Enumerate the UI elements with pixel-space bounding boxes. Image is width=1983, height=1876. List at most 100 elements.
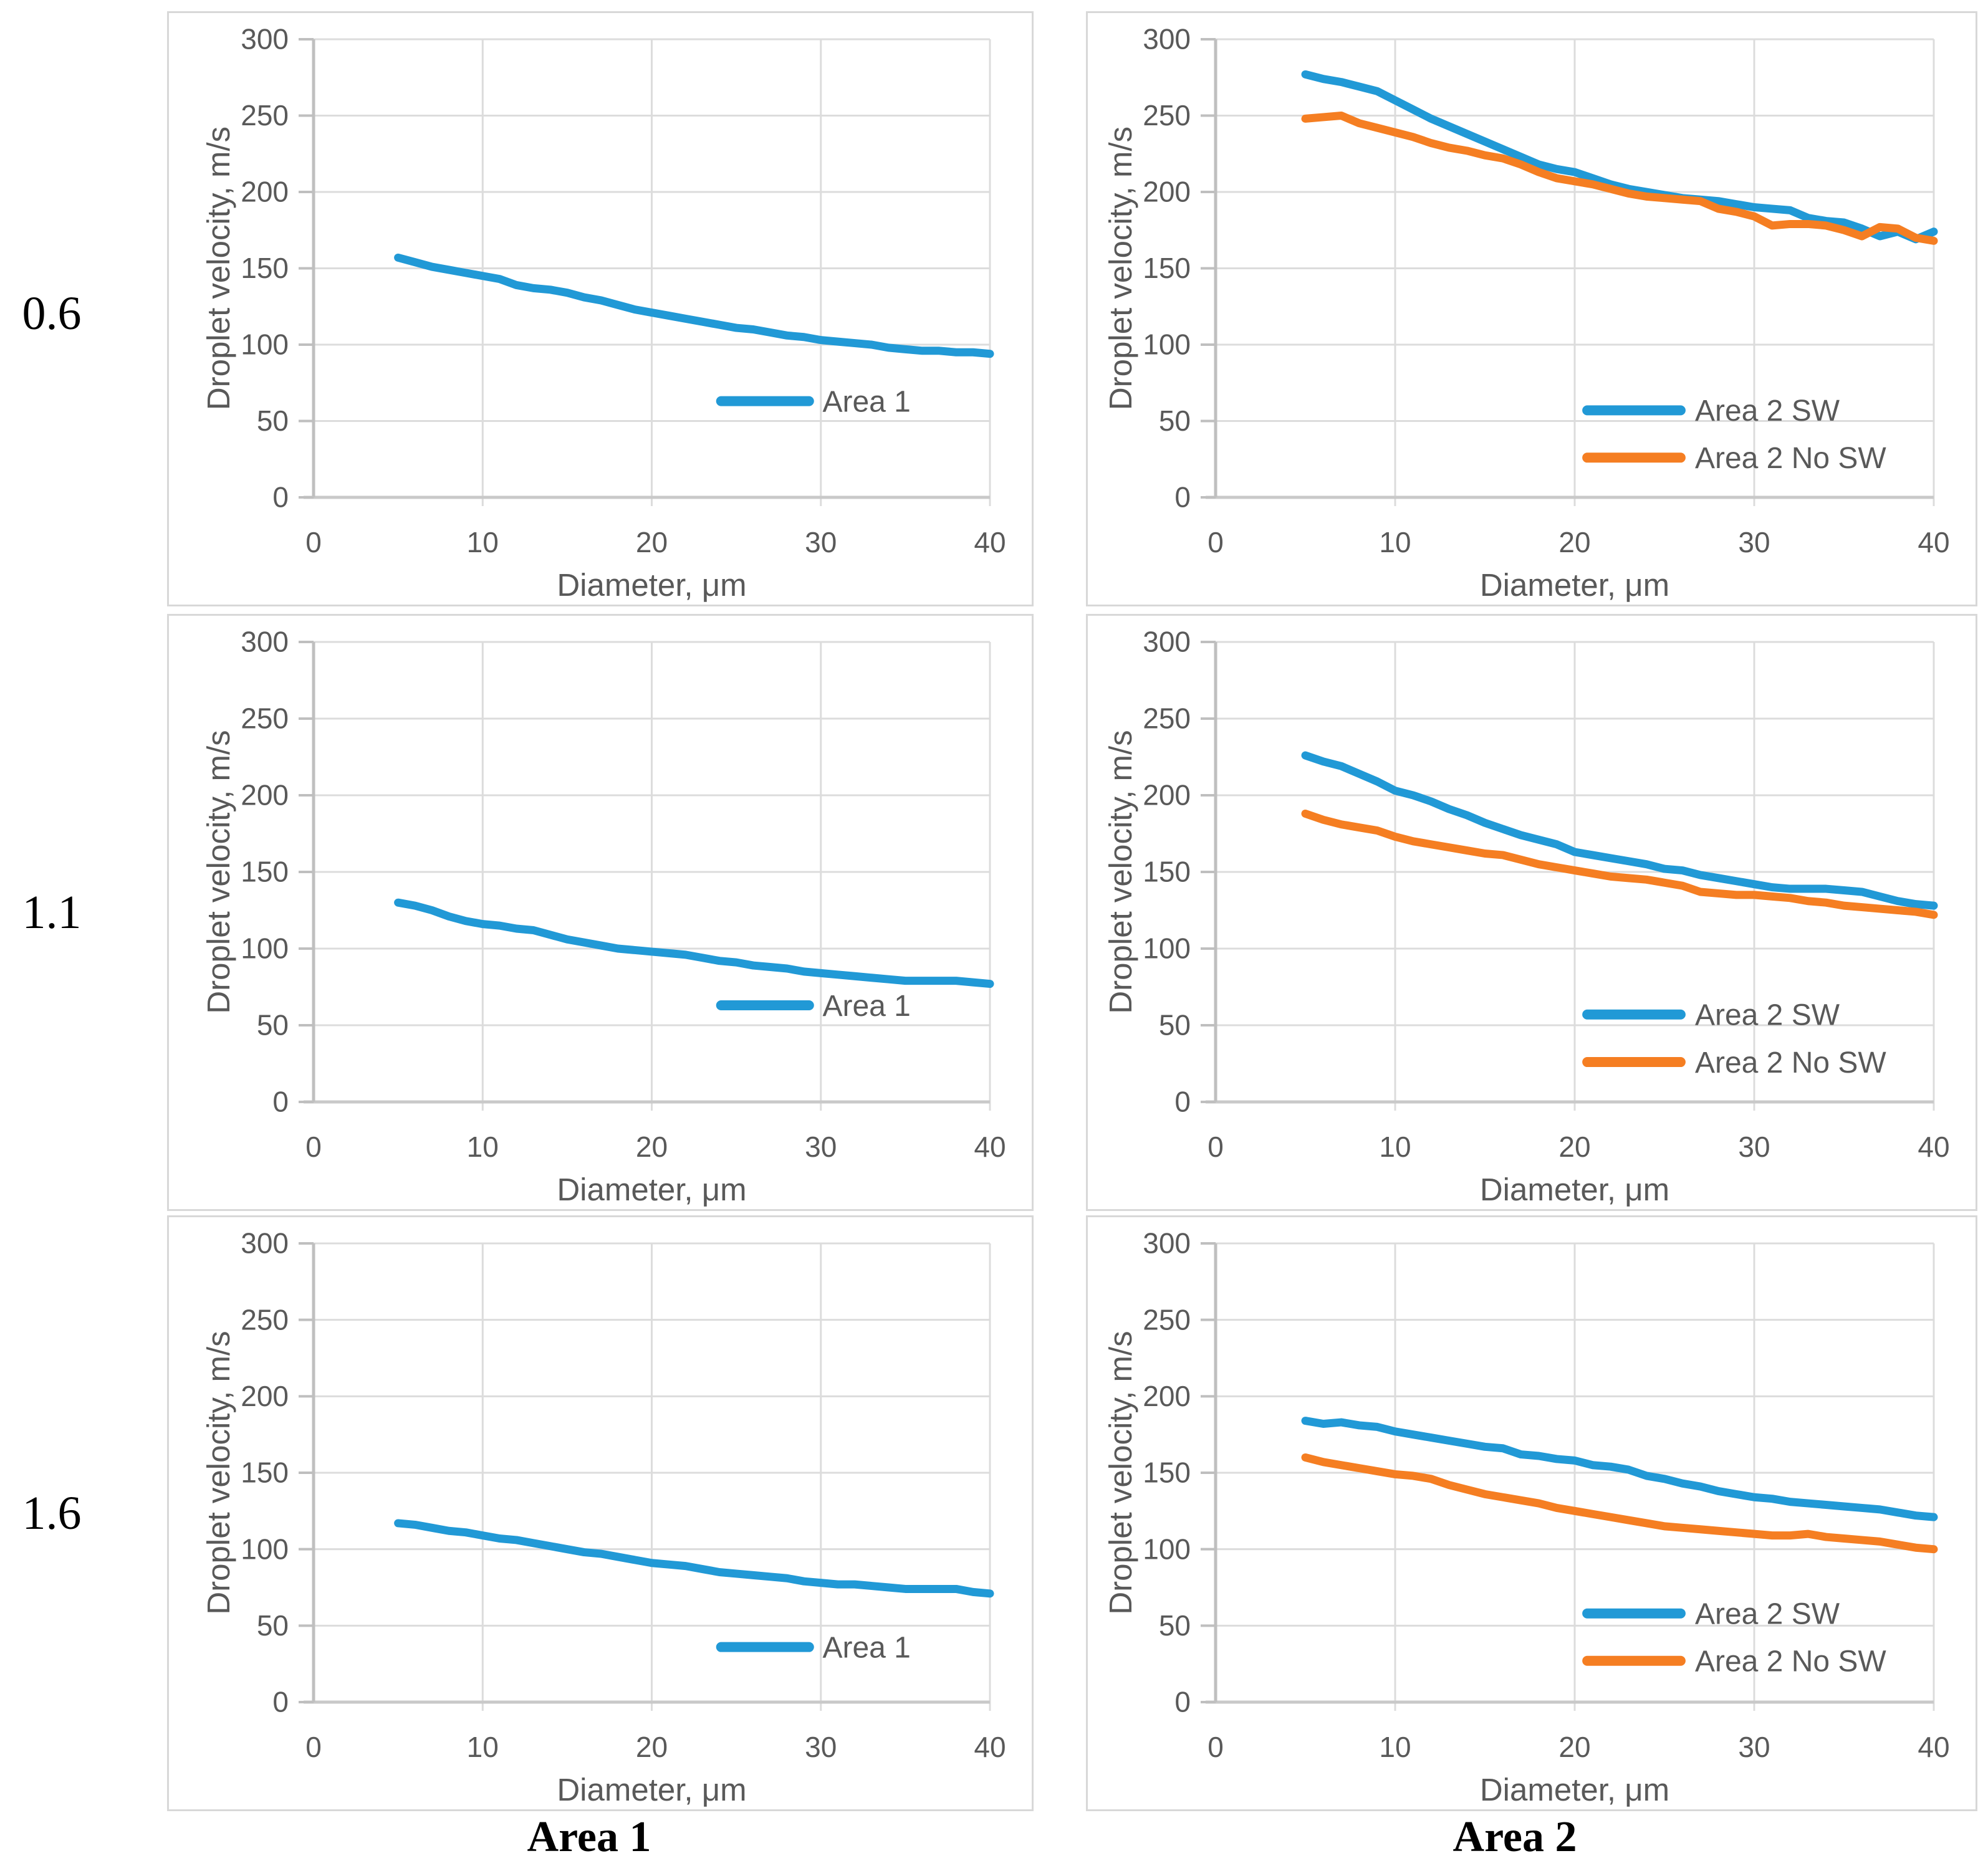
y-tick-label-50: 50 — [1159, 1609, 1191, 1642]
y-tick-label-300: 300 — [1143, 23, 1191, 55]
chart-panel-row2-area1: 0 50 100 150 200 250 300 0 10 20 30 40 Diameter, μm D… — [167, 614, 1034, 1211]
x-tick-label-20: 20 — [1558, 1131, 1590, 1163]
x-tick-label-40: 40 — [1918, 1731, 1949, 1763]
y-tick-label-300: 300 — [241, 1227, 289, 1260]
x-tick-label-30: 30 — [805, 1131, 837, 1163]
x-tick-label-10: 10 — [1379, 1131, 1411, 1163]
x-tick-label-0: 0 — [1208, 526, 1224, 558]
chart-panel-row2-area2: 0 50 100 150 200 250 300 0 10 20 30 40 Diameter, μm D… — [1086, 614, 1977, 1211]
caption-area-2: Area 2 — [1452, 1813, 1577, 1861]
row-label-1.1: 1.1 — [22, 886, 82, 939]
legend-label-area-1: Area 1 — [822, 385, 910, 418]
y-tick-label-150: 150 — [241, 856, 289, 888]
x-axis-title: Diameter, μm — [1480, 1772, 1669, 1807]
y-tick-label-200: 200 — [241, 1380, 289, 1412]
x-tick-label-0: 0 — [305, 1731, 322, 1763]
x-tick-label-10: 10 — [467, 1731, 499, 1763]
y-tick-label-100: 100 — [241, 328, 289, 361]
y-tick-label-300: 300 — [241, 23, 289, 55]
x-tick-label-40: 40 — [1918, 526, 1949, 558]
chart-panel-row1-area2: 0 50 100 150 200 250 300 0 10 20 30 40 Diameter, μm D… — [1086, 11, 1977, 606]
chart-panel-row1-area1: 0 50 100 150 200 250 300 0 10 20 30 40 Diameter, μm D… — [167, 11, 1034, 606]
x-tick-label-0: 0 — [1208, 1731, 1224, 1763]
row-label-0.6: 0.6 — [22, 287, 82, 340]
x-tick-label-40: 40 — [974, 526, 1006, 558]
chart-canvas-r1-area2: 0 50 100 150 200 250 300 0 10 20 30 40 Diameter, μm D… — [1103, 23, 1950, 603]
x-tick-label-10: 10 — [1379, 1731, 1411, 1763]
x-axis-title: Diameter, μm — [557, 1772, 746, 1807]
x-tick-label-30: 30 — [1738, 1731, 1770, 1763]
x-tick-label-20: 20 — [1558, 1731, 1590, 1763]
y-tick-label-300: 300 — [1143, 1227, 1191, 1260]
y-tick-label-0: 0 — [1174, 1686, 1191, 1718]
series-line-area-2-sw — [1301, 751, 1938, 910]
x-tick-label-0: 0 — [1208, 1131, 1224, 1163]
series-line-area-2-no-sw — [1301, 112, 1938, 245]
x-tick-label-40: 40 — [1918, 1131, 1949, 1163]
y-tick-label-200: 200 — [241, 176, 289, 208]
x-tick-label-20: 20 — [1558, 526, 1590, 558]
legend-label-area-2-sw: Area 2 SW — [1695, 1598, 1840, 1631]
legend-label-area-2-no-sw: Area 2 No SW — [1695, 1645, 1886, 1678]
x-tick-label-10: 10 — [467, 1131, 499, 1163]
x-tick-label-30: 30 — [1738, 1131, 1770, 1163]
y-tick-label-200: 200 — [241, 779, 289, 811]
x-axis-title: Diameter, μm — [557, 1172, 746, 1207]
chart-panel-row3-area2: 0 50 100 150 200 250 300 0 10 20 30 40 Diameter, μm D… — [1086, 1215, 1977, 1811]
y-tick-label-250: 250 — [241, 1303, 289, 1336]
y-tick-label-150: 150 — [1143, 1457, 1191, 1489]
legend-label-area-2-no-sw: Area 2 No SW — [1695, 442, 1886, 475]
series-line-area-2-no-sw — [1301, 810, 1938, 919]
y-tick-label-150: 150 — [241, 252, 289, 284]
y-axis-title: Droplet velocity, m/s — [201, 127, 236, 410]
y-tick-label-200: 200 — [1143, 176, 1191, 208]
legend-label-area-2-no-sw: Area 2 No SW — [1695, 1046, 1886, 1079]
x-axis-title: Diameter, μm — [1480, 1172, 1669, 1207]
x-tick-label-10: 10 — [467, 526, 499, 558]
legend-label-area-2-sw: Area 2 SW — [1695, 999, 1840, 1032]
caption-area-1: Area 1 — [527, 1813, 651, 1861]
x-tick-label-30: 30 — [1738, 526, 1770, 558]
chart-canvas-r2-area2: 0 50 100 150 200 250 300 0 10 20 30 40 Diameter, μm D… — [1103, 626, 1950, 1207]
y-tick-label-250: 250 — [241, 99, 289, 132]
y-tick-label-50: 50 — [1159, 404, 1191, 437]
y-tick-label-200: 200 — [1143, 1380, 1191, 1412]
chart-canvas-r2-area1: 0 50 100 150 200 250 300 0 10 20 30 40 Diameter, μm D… — [201, 626, 1006, 1207]
row-label-1.6: 1.6 — [22, 1487, 82, 1539]
y-tick-label-100: 100 — [1143, 1533, 1191, 1565]
y-tick-label-0: 0 — [1174, 481, 1191, 514]
y-tick-label-300: 300 — [241, 626, 289, 658]
y-tick-label-50: 50 — [1159, 1009, 1191, 1041]
x-tick-label-40: 40 — [974, 1131, 1006, 1163]
y-tick-label-150: 150 — [1143, 856, 1191, 888]
y-tick-label-0: 0 — [272, 1086, 289, 1118]
chart-canvas-r3-area1: 0 50 100 150 200 250 300 0 10 20 30 40 Diameter, μm D… — [201, 1227, 1006, 1807]
series-line-area-1 — [394, 253, 994, 358]
y-axis-title: Droplet velocity, m/s — [1103, 1331, 1138, 1614]
y-tick-label-50: 50 — [257, 404, 289, 437]
chart-canvas-r3-area2: 0 50 100 150 200 250 300 0 10 20 30 40 Diameter, μm D… — [1103, 1227, 1950, 1807]
x-axis-title: Diameter, μm — [557, 567, 746, 603]
series-line-area-1 — [394, 1519, 994, 1598]
y-tick-label-300: 300 — [1143, 626, 1191, 658]
series-line-area-2-sw — [1301, 70, 1938, 244]
x-tick-label-0: 0 — [305, 526, 322, 558]
y-axis-title: Droplet velocity, m/s — [1103, 127, 1138, 410]
y-tick-label-50: 50 — [257, 1609, 289, 1642]
x-tick-label-10: 10 — [1379, 526, 1411, 558]
series-line-area-1 — [394, 898, 994, 988]
y-tick-label-100: 100 — [1143, 932, 1191, 965]
x-tick-label-20: 20 — [636, 526, 668, 558]
y-tick-label-150: 150 — [241, 1457, 289, 1489]
x-tick-label-20: 20 — [636, 1731, 668, 1763]
y-tick-label-250: 250 — [1143, 702, 1191, 735]
y-tick-label-0: 0 — [1174, 1086, 1191, 1118]
y-tick-label-50: 50 — [257, 1009, 289, 1041]
legend-label-area-1: Area 1 — [822, 990, 910, 1023]
y-tick-label-100: 100 — [241, 1533, 289, 1565]
y-tick-label-0: 0 — [272, 1686, 289, 1718]
y-tick-label-250: 250 — [1143, 1303, 1191, 1336]
y-tick-label-0: 0 — [272, 481, 289, 514]
x-axis-title: Diameter, μm — [1480, 567, 1669, 603]
y-tick-label-100: 100 — [241, 932, 289, 965]
